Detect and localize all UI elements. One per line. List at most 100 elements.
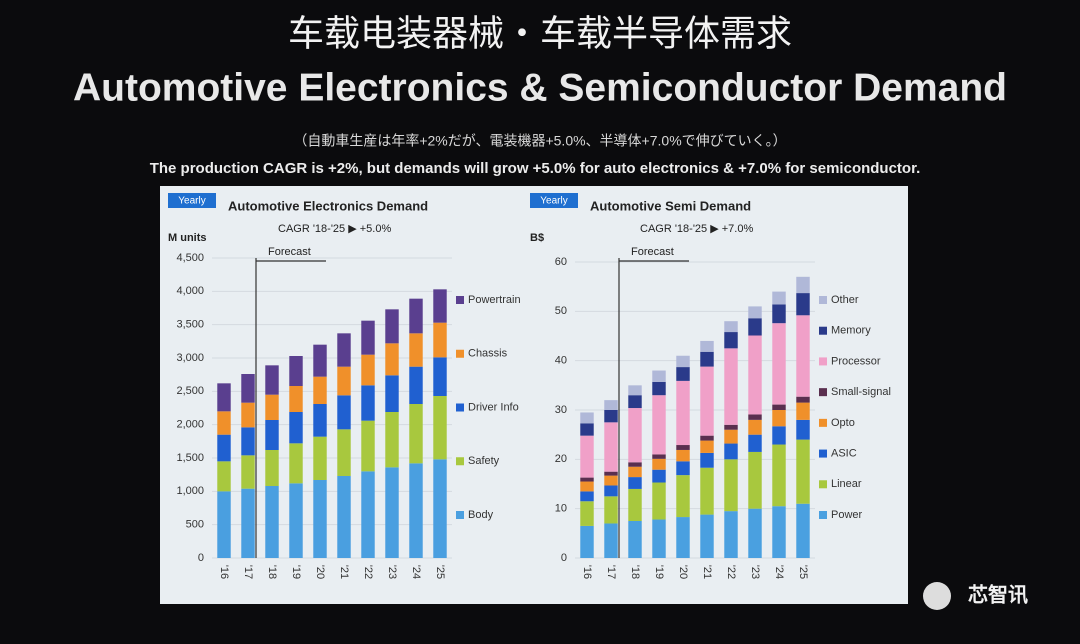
bar-segment bbox=[772, 304, 786, 324]
y-tick-label: 3,500 bbox=[176, 319, 204, 331]
annotation: Forecast bbox=[631, 246, 674, 258]
bar-segment bbox=[652, 395, 666, 455]
bar-segment bbox=[628, 385, 642, 396]
bar-segment bbox=[772, 410, 786, 427]
x-tick-label: '17 bbox=[605, 565, 617, 579]
x-tick-label: '20 bbox=[677, 565, 689, 579]
x-tick-label: '24 bbox=[410, 565, 422, 579]
bar-segment bbox=[796, 293, 810, 316]
bar-segment bbox=[385, 467, 399, 558]
bar-segment bbox=[772, 426, 786, 445]
bar-segment bbox=[265, 450, 279, 486]
bar-segment bbox=[604, 471, 618, 476]
bar-segment bbox=[433, 289, 447, 323]
bar-segment bbox=[241, 402, 255, 428]
slide-title-en: Automotive Electronics & Semiconductor D… bbox=[73, 66, 1007, 109]
bar-segment bbox=[580, 423, 594, 436]
x-tick-label: '25 bbox=[797, 565, 809, 579]
y-tick-label: 3,000 bbox=[176, 352, 204, 364]
bar-segment bbox=[604, 496, 618, 524]
y-tick-label: 20 bbox=[555, 453, 567, 465]
bar-segment bbox=[724, 321, 738, 333]
legend-swatch bbox=[819, 449, 827, 458]
bar-segment bbox=[772, 323, 786, 405]
bar-segment bbox=[796, 396, 810, 403]
legend-swatch bbox=[819, 326, 827, 335]
chart-title: Automotive Electronics Demand bbox=[228, 198, 428, 213]
x-tick-label: '16 bbox=[218, 565, 230, 579]
bar-segment bbox=[337, 366, 351, 396]
y-tick-label: 30 bbox=[555, 404, 567, 416]
slide-subtitle-jp: （自動車生産は年率+2%だが、電装機器+5.0%、半導体+7.0%で伸びていく。… bbox=[293, 133, 786, 149]
x-tick-label: '17 bbox=[242, 565, 254, 579]
legend-label: ASIC bbox=[831, 447, 857, 459]
bar-segment bbox=[217, 383, 231, 412]
x-tick-label: '16 bbox=[581, 565, 593, 579]
legend-swatch bbox=[456, 403, 464, 412]
y-axis-label: M units bbox=[168, 232, 207, 244]
y-tick-label: 0 bbox=[561, 552, 567, 564]
bar-segment bbox=[628, 408, 642, 463]
legend-label: Other bbox=[831, 294, 859, 306]
bar-segment bbox=[772, 291, 786, 305]
legend-swatch bbox=[456, 457, 464, 466]
bar-segment bbox=[796, 439, 810, 504]
bar-segment bbox=[241, 374, 255, 403]
bar-segment bbox=[313, 344, 327, 377]
x-tick-label: '20 bbox=[314, 565, 326, 579]
y-tick-label: 500 bbox=[186, 519, 204, 531]
legend-swatch bbox=[456, 511, 464, 519]
bar-segment bbox=[313, 436, 327, 480]
legend-label: Driver Info bbox=[468, 401, 519, 413]
bar-segment bbox=[604, 475, 618, 486]
y-tick-label: 0 bbox=[198, 552, 204, 564]
bar-segment bbox=[748, 419, 762, 435]
bar-segment bbox=[652, 381, 666, 396]
bar-segment bbox=[724, 348, 738, 425]
bar-segment bbox=[700, 340, 714, 352]
bar-segment bbox=[289, 412, 303, 444]
y-tick-label: 1,000 bbox=[176, 485, 204, 497]
x-tick-label: '21 bbox=[338, 565, 350, 579]
bar-segment bbox=[628, 477, 642, 489]
bar-segment bbox=[652, 469, 666, 483]
legend-label: Chassis bbox=[468, 348, 508, 360]
bar-segment bbox=[433, 396, 447, 460]
bar-segment bbox=[409, 298, 423, 334]
bar-segment bbox=[748, 335, 762, 415]
y-tick-label: 1,500 bbox=[176, 452, 204, 464]
bar-segment bbox=[748, 451, 762, 509]
bar-segment bbox=[724, 459, 738, 512]
bar-segment bbox=[700, 351, 714, 367]
bar-segment bbox=[724, 424, 738, 430]
bar-segment bbox=[241, 488, 255, 558]
legend-label: Safety bbox=[468, 455, 500, 467]
legend-swatch bbox=[819, 388, 827, 397]
x-tick-label: '21 bbox=[701, 565, 713, 579]
bar-segment bbox=[433, 357, 447, 396]
legend-swatch bbox=[819, 418, 827, 427]
bar-segment bbox=[265, 394, 279, 420]
legend-swatch bbox=[456, 349, 464, 358]
legend-label: Small-signal bbox=[831, 386, 891, 398]
bar-segment bbox=[748, 508, 762, 558]
annotation: Forecast bbox=[268, 246, 311, 258]
bar-segment bbox=[580, 412, 594, 424]
legend-label: Power bbox=[831, 509, 863, 521]
bar-segment bbox=[433, 322, 447, 358]
bar-segment bbox=[361, 385, 375, 421]
y-axis-label: B$ bbox=[530, 232, 544, 244]
bar-segment bbox=[361, 354, 375, 386]
bar-segment bbox=[265, 365, 279, 395]
bar-segment bbox=[772, 506, 786, 558]
x-tick-label: '24 bbox=[773, 565, 785, 579]
bar-segment bbox=[652, 454, 666, 459]
bar-segment bbox=[580, 477, 594, 482]
x-tick-label: '19 bbox=[653, 565, 665, 579]
bar-segment bbox=[604, 422, 618, 472]
bar-segment bbox=[361, 320, 375, 355]
bar-segment bbox=[796, 276, 810, 294]
bar-segment bbox=[724, 443, 738, 460]
bar-segment bbox=[580, 491, 594, 502]
legend-label: Memory bbox=[831, 325, 871, 337]
